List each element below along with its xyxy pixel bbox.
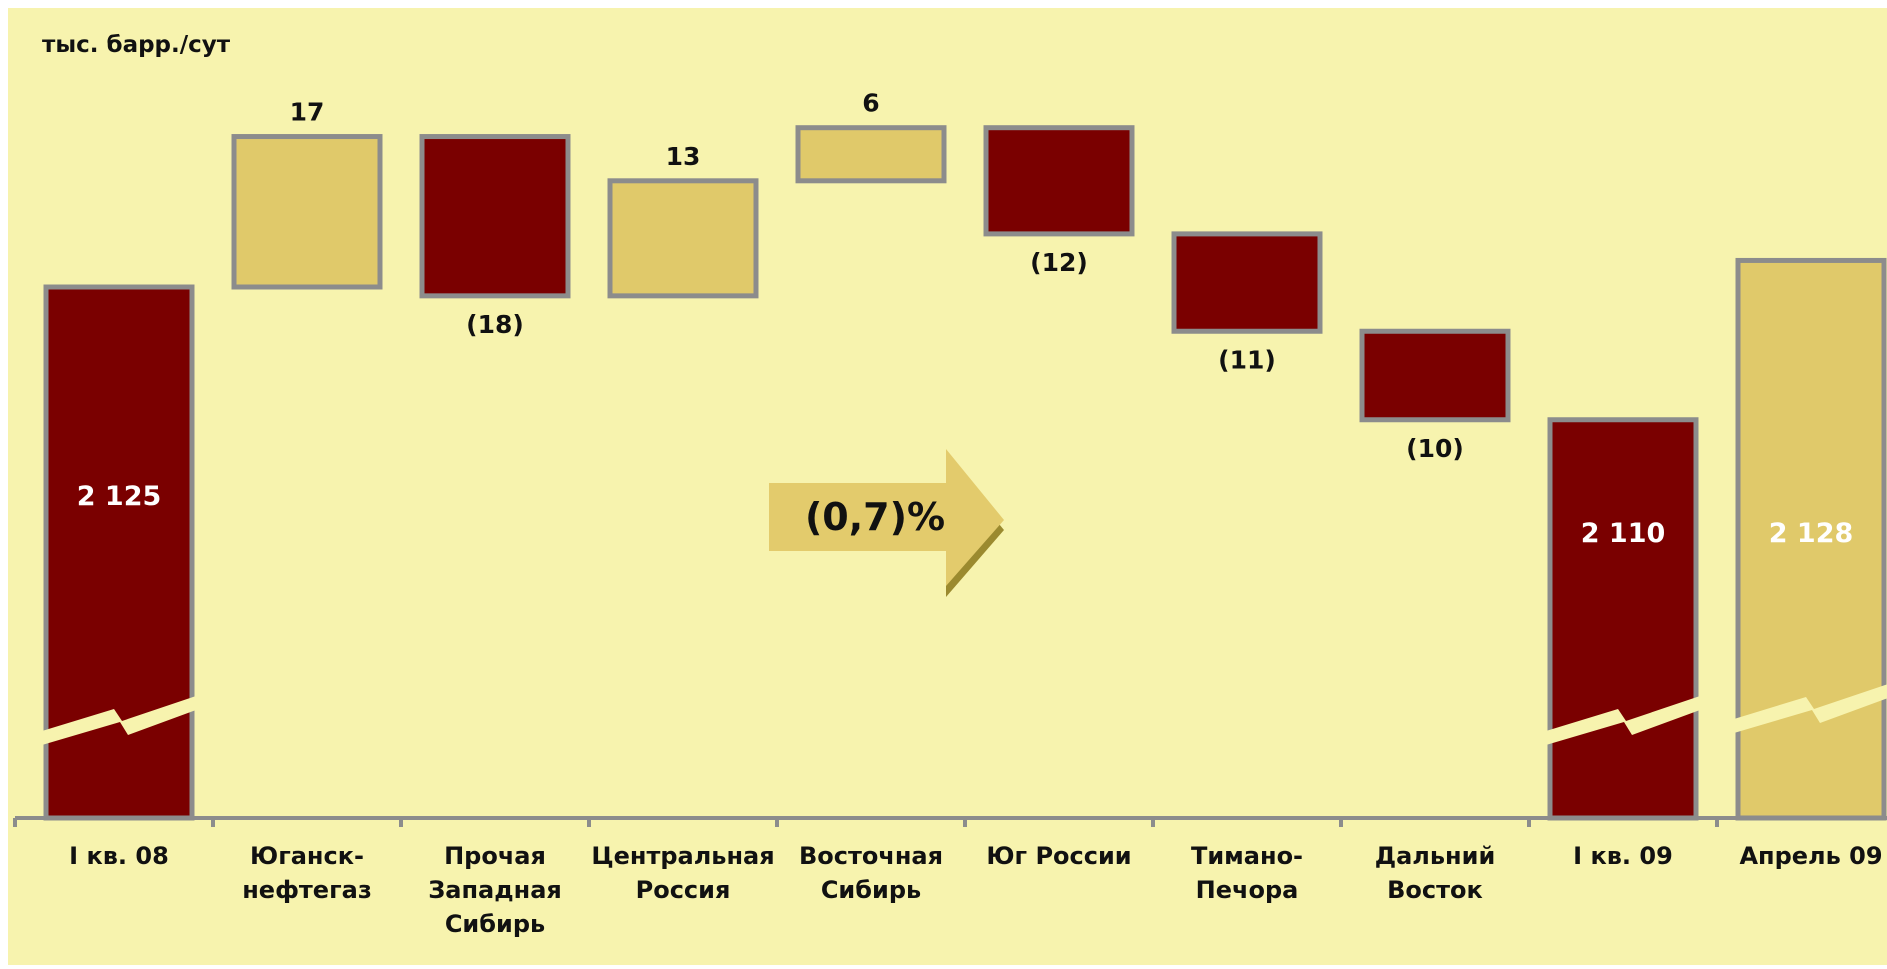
bar-8 xyxy=(1547,417,1699,821)
bar-5 xyxy=(983,125,1135,237)
x-tick-label-3: Центральная Россия xyxy=(591,842,774,904)
unit-label: тыс. барр./сут xyxy=(42,32,231,58)
data-label-4: 6 xyxy=(862,89,879,118)
data-label-9: 2 128 xyxy=(1769,518,1854,549)
change-percent-label: (0,7)% xyxy=(805,495,945,539)
data-label-3: 13 xyxy=(666,142,701,171)
data-label-1: 17 xyxy=(290,98,325,127)
bars-layer: 2 125 17 (18) 13 6 (12) (11) (10) 2 110 2 128 xyxy=(42,89,1887,821)
bar-7 xyxy=(1359,328,1511,423)
x-tick-label-2: Прочая Западная Сибирь xyxy=(428,842,562,938)
axis-break-8 xyxy=(1546,696,1700,745)
axis-break-0 xyxy=(42,696,196,745)
bar-3 xyxy=(607,178,759,299)
axis-break-9 xyxy=(1734,684,1887,733)
bar-1 xyxy=(231,134,383,290)
x-tick-label-5: Юг России xyxy=(986,842,1131,870)
x-tick-label-8: I кв. 09 xyxy=(1573,842,1673,870)
x-tick-label-1: Юганск-нефтегаз xyxy=(242,842,372,904)
data-label-6: (11) xyxy=(1218,345,1276,374)
data-label-2: (18) xyxy=(466,310,524,339)
change-annotation: (0,7)% xyxy=(769,449,1004,597)
bar-2 xyxy=(419,134,571,299)
x-tick-label-7: Дальний Восток xyxy=(1375,842,1496,904)
bar-0 xyxy=(43,284,195,821)
x-tick-label-0: I кв. 08 xyxy=(69,842,169,870)
x-axis: I кв. 08 Юганск-нефтегаз Прочая Западная Сиб… xyxy=(13,816,1887,938)
data-label-7: (10) xyxy=(1406,434,1464,463)
bar-6 xyxy=(1171,231,1323,334)
data-label-5: (12) xyxy=(1030,248,1088,277)
x-tick-label-9: Апрель 09 xyxy=(1739,842,1882,870)
right-arrow-icon xyxy=(769,449,1004,586)
bar-4 xyxy=(795,125,947,184)
data-label-0: 2 125 xyxy=(77,481,162,512)
bar-9 xyxy=(1735,257,1887,821)
data-label-8: 2 110 xyxy=(1581,518,1666,549)
x-tick-label-4: Восточная Сибирь xyxy=(799,842,943,904)
x-tick-label-6: Тимано-Печора xyxy=(1191,842,1303,904)
